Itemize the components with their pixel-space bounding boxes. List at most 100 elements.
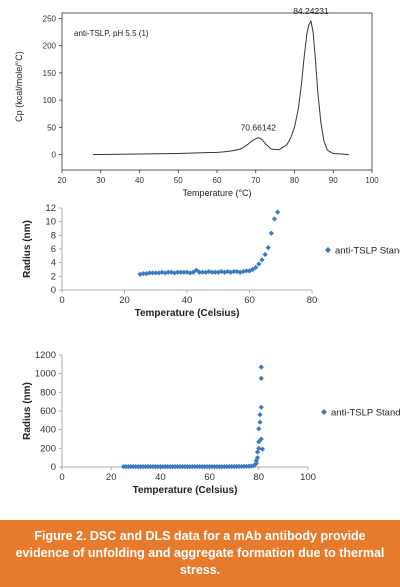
chart1-y-tick-label: 50 bbox=[47, 123, 56, 132]
chart3-y-axis-label: Radius (nm) bbox=[22, 382, 33, 440]
chart1-peak-label: 70.66142 bbox=[241, 123, 277, 133]
chart2-data-point bbox=[275, 209, 281, 215]
figure-charts: 20 30 40 50 60 70 80 90 100050100150200250Temper… bbox=[14, 6, 400, 496]
chart2-data-point bbox=[175, 269, 181, 275]
chart1-peak-label: 84.24231 bbox=[293, 6, 329, 16]
chart1-y-tick-label: 250 bbox=[43, 14, 57, 23]
chart3-x-tick-label: 40 bbox=[155, 472, 166, 483]
chart3-data-point bbox=[254, 455, 261, 461]
chart1-annotation: anti-TSLP, pH 5.5 (1) bbox=[74, 29, 149, 38]
chart2-data-point bbox=[153, 270, 159, 276]
chart2-data-point bbox=[253, 264, 259, 271]
chart1-x-tick-label: 90 bbox=[329, 176, 338, 185]
chart1-x-tick-label: 60 bbox=[213, 176, 222, 185]
chart3-y-tick-label: 800 bbox=[40, 387, 56, 398]
chart2-x-tick-label: 20 bbox=[119, 295, 130, 306]
chart2-data-point bbox=[265, 245, 271, 251]
chart3-data-point bbox=[257, 412, 263, 418]
chart3-x-tick-label: 20 bbox=[106, 472, 117, 483]
chart3-y-tick-label: 1000 bbox=[35, 369, 56, 380]
chart2-data-point bbox=[206, 268, 212, 275]
chart2-data-point bbox=[178, 269, 184, 275]
chart2-data-point bbox=[193, 267, 199, 273]
chart1-x-tick-label: 100 bbox=[365, 176, 379, 185]
chart3-data-point bbox=[248, 463, 255, 469]
chart2-data-point bbox=[209, 269, 215, 275]
chart2-data-point bbox=[150, 270, 156, 276]
chart3-y-tick-label: 0 bbox=[51, 462, 56, 473]
chart1-y-tick-label: 100 bbox=[43, 96, 57, 105]
chart2-data-point bbox=[143, 271, 149, 277]
chart1-series-line bbox=[92, 19, 349, 156]
chart2-data-point bbox=[146, 270, 153, 276]
chart1-y-tick-label: 150 bbox=[43, 69, 57, 78]
chart3-x-tick-label: 100 bbox=[300, 472, 316, 483]
chart2-data-point bbox=[259, 257, 265, 263]
chart1-y-axis-label: Cp (kcal/mole/°C) bbox=[14, 51, 24, 122]
chart3-y-tick-label: 200 bbox=[40, 443, 56, 454]
chart3-x-axis-label: Temperature (Celsius) bbox=[133, 485, 238, 496]
chart3-data-point bbox=[252, 462, 258, 468]
chart1-y-tick-label: 200 bbox=[43, 42, 57, 51]
chart2-data-point bbox=[268, 230, 274, 236]
chart3-data-point bbox=[257, 419, 263, 425]
chart3-legend-marker bbox=[321, 409, 327, 415]
chart1-x-tick-label: 50 bbox=[174, 176, 183, 185]
chart2-x-tick-label: 40 bbox=[182, 295, 193, 306]
chart3-data-point bbox=[253, 460, 259, 466]
chart2-data-point bbox=[165, 269, 171, 275]
chart1-x-axis-label: Temperature (°C) bbox=[182, 188, 251, 198]
chart3-x-tick-label: 0 bbox=[59, 472, 64, 483]
chart3-legend-label: anti-TSLP Standard bbox=[331, 408, 400, 419]
chart2-data-point bbox=[246, 268, 253, 274]
chart3-data-point bbox=[258, 404, 264, 410]
caption-band: Figure 2. DSC and DLS data for a mAb ant… bbox=[0, 520, 400, 587]
chart1-x-tick-label: 70 bbox=[251, 176, 260, 185]
chart2-data-point bbox=[140, 271, 146, 277]
chart3-y-tick-label: 400 bbox=[40, 425, 56, 436]
chart3-y-tick-label: 1200 bbox=[35, 350, 56, 361]
chart2-x-axis-label: Temperature (Celsius) bbox=[135, 308, 240, 319]
chart2-legend-label: anti-TSLP Standard bbox=[335, 246, 400, 257]
chart1-x-tick-label: 20 bbox=[58, 176, 67, 185]
chart2-data-point bbox=[181, 269, 187, 275]
chart2-y-tick-label: 6 bbox=[51, 244, 56, 255]
chart2-data-point bbox=[271, 216, 278, 222]
chart2-data-point bbox=[212, 269, 218, 275]
chart2-data-point bbox=[256, 261, 262, 267]
chart2-data-point bbox=[200, 269, 206, 275]
chart3-x-tick-label: 80 bbox=[254, 472, 265, 483]
chart1-y-tick-label: 0 bbox=[52, 151, 57, 160]
chart3-data-point bbox=[256, 426, 262, 432]
chart3-data-point bbox=[258, 436, 264, 442]
chart3-data-point bbox=[246, 463, 252, 469]
chart2-x-tick-label: 80 bbox=[307, 295, 318, 306]
chart2-data-point bbox=[262, 251, 268, 258]
chart2-data-point bbox=[218, 268, 224, 275]
chart3-data-point bbox=[258, 375, 264, 381]
chart2-x-tick-label: 0 bbox=[59, 295, 64, 306]
chart2-x-tick-label: 60 bbox=[244, 295, 255, 306]
chart2-y-tick-label: 0 bbox=[51, 285, 56, 296]
chart2-data-point bbox=[196, 269, 203, 275]
chart2-y-tick-label: 2 bbox=[51, 271, 56, 282]
chart3-data-point bbox=[256, 445, 262, 451]
chart2-data-point bbox=[243, 268, 249, 274]
chart2-y-axis-label: Radius (nm) bbox=[22, 220, 33, 278]
chart2-y-tick-label: 10 bbox=[45, 217, 56, 228]
chart3-x-tick-label: 60 bbox=[204, 472, 215, 483]
chart1-x-tick-label: 30 bbox=[96, 176, 105, 185]
chart2-data-point bbox=[225, 268, 231, 275]
chart2-data-point bbox=[231, 268, 237, 275]
chart1-x-tick-label: 40 bbox=[135, 176, 144, 185]
chart2-y-tick-label: 12 bbox=[45, 203, 56, 214]
chart2-y-tick-label: 4 bbox=[51, 258, 56, 269]
chart3-data-point bbox=[256, 439, 262, 445]
chart2-legend-marker bbox=[325, 247, 331, 253]
chart3-data-point bbox=[258, 364, 264, 370]
chart1-x-tick-label: 80 bbox=[290, 176, 299, 185]
figure-caption: Figure 2. DSC and DLS data for a mAb ant… bbox=[15, 529, 385, 577]
chart3-data-point bbox=[259, 446, 266, 452]
chart3-y-tick-label: 600 bbox=[40, 406, 56, 417]
chart2-data-point bbox=[234, 268, 240, 275]
